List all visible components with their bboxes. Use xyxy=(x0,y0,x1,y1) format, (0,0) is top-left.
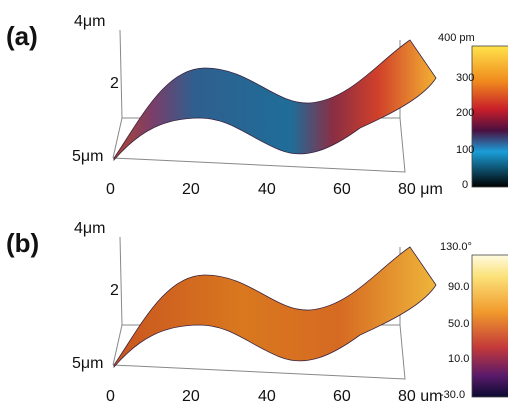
colorbar xyxy=(471,45,508,188)
y-front-label: 5μm xyxy=(72,355,103,372)
x-tick-label: 40 xyxy=(258,181,276,198)
axis-frame xyxy=(112,29,406,173)
colorbar-tick-label: 130.0° xyxy=(440,241,472,253)
x-tick-label: 60 xyxy=(333,388,351,405)
colorbar-tick-label: 300 xyxy=(456,72,474,84)
x-tick-label: 0 xyxy=(106,388,115,405)
colorbar-tick-label: 400 pm xyxy=(438,32,475,44)
z-mid-label: 2 xyxy=(110,75,119,92)
colorbar-tick-label: 200 xyxy=(456,107,474,119)
x-tick-label: 60 xyxy=(333,181,351,198)
z-top-label: 4μm xyxy=(74,220,105,237)
colorbar-tick-label: 0 xyxy=(462,179,468,191)
x-tick-label: 80 um xyxy=(398,388,442,405)
colorbar-tick-label: 90.0 xyxy=(448,281,469,293)
surface xyxy=(113,39,437,162)
x-tick-label: 80 μm xyxy=(398,181,443,198)
colorbar xyxy=(471,254,508,398)
panel-label: (a) xyxy=(6,21,38,51)
surface xyxy=(113,246,437,369)
z-mid-label: 2 xyxy=(110,282,119,299)
x-tick-label: 20 xyxy=(182,388,200,405)
panel-label: (b) xyxy=(6,228,39,258)
x-tick-label: 40 xyxy=(258,388,276,405)
colorbar-tick-label: 50.0 xyxy=(448,318,469,330)
x-tick-label: 0 xyxy=(106,181,115,198)
y-front-label: 5μm xyxy=(72,148,103,165)
x-tick-label: 20 xyxy=(182,181,200,198)
z-top-label: 4μm xyxy=(74,13,105,30)
colorbar-tick-label: 100 xyxy=(456,144,474,156)
colorbar-tick-label: 10.0 xyxy=(448,353,469,365)
colorbar-tick-label: -30.0 xyxy=(440,389,465,401)
axis-frame xyxy=(112,236,406,380)
